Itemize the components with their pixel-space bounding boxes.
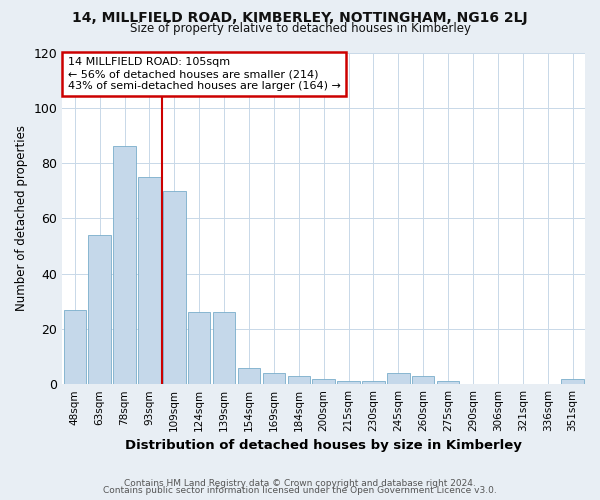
Bar <box>562 378 584 384</box>
Bar <box>188 312 211 384</box>
Y-axis label: Number of detached properties: Number of detached properties <box>15 126 28 312</box>
Text: Contains HM Land Registry data © Crown copyright and database right 2024.: Contains HM Land Registry data © Crown c… <box>124 478 476 488</box>
Text: 14 MILLFIELD ROAD: 105sqm
← 56% of detached houses are smaller (214)
43% of semi: 14 MILLFIELD ROAD: 105sqm ← 56% of detac… <box>68 58 340 90</box>
Bar <box>88 235 111 384</box>
Bar <box>387 373 410 384</box>
Bar <box>337 382 360 384</box>
Bar <box>313 378 335 384</box>
Bar <box>287 376 310 384</box>
Bar <box>138 177 161 384</box>
Bar <box>213 312 235 384</box>
Bar <box>163 190 185 384</box>
Text: Contains public sector information licensed under the Open Government Licence v3: Contains public sector information licen… <box>103 486 497 495</box>
Bar <box>113 146 136 384</box>
Bar <box>412 376 434 384</box>
Text: Size of property relative to detached houses in Kimberley: Size of property relative to detached ho… <box>130 22 470 35</box>
X-axis label: Distribution of detached houses by size in Kimberley: Distribution of detached houses by size … <box>125 440 522 452</box>
Bar <box>362 382 385 384</box>
Text: 14, MILLFIELD ROAD, KIMBERLEY, NOTTINGHAM, NG16 2LJ: 14, MILLFIELD ROAD, KIMBERLEY, NOTTINGHA… <box>72 11 528 25</box>
Bar <box>437 382 460 384</box>
Bar <box>263 373 285 384</box>
Bar <box>238 368 260 384</box>
Bar <box>64 310 86 384</box>
